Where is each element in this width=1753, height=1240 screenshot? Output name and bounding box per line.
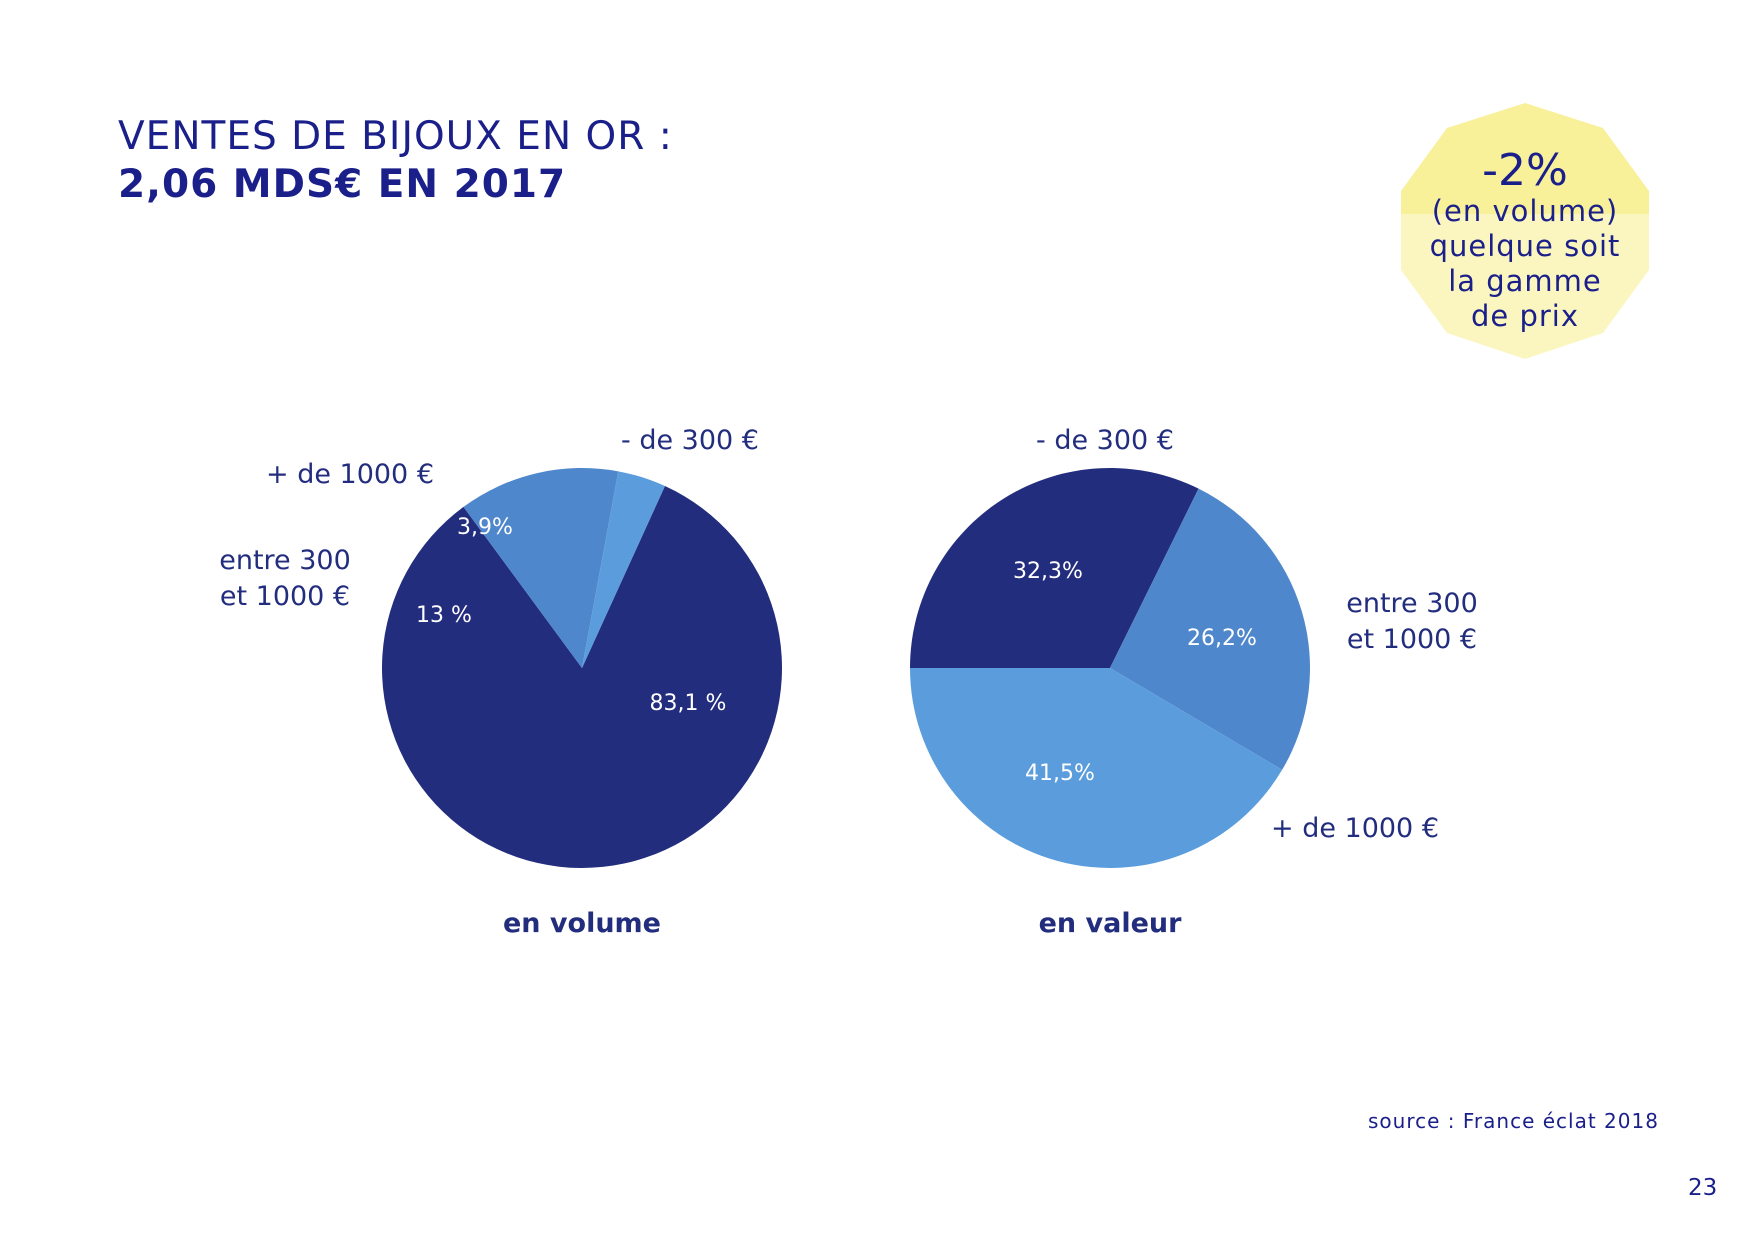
slice-category-label: entre 300 et 1000 €	[219, 545, 351, 612]
slice-category-label: - de 300 €	[621, 425, 759, 456]
slice-value-label: 41,5%	[1025, 761, 1095, 786]
slice-category-label: + de 1000 €	[266, 459, 434, 490]
slice-value-label: 26,2%	[1187, 626, 1257, 651]
chart-title: en valeur	[1039, 908, 1183, 939]
page-title: VENTES DE BIJOUX EN OR :	[118, 114, 673, 159]
chart-title: en volume	[503, 908, 661, 939]
slice-value-label: 32,3%	[1013, 559, 1083, 584]
page-number: 23	[1688, 1175, 1718, 1201]
badge-value: -2%	[1482, 145, 1568, 196]
badge-line-1: (en volume)	[1431, 194, 1619, 228]
badge-line-2: quelque soit	[1429, 229, 1621, 263]
source-note: source : France éclat 2018	[1368, 1109, 1659, 1133]
slice-category-label: - de 300 €	[1036, 425, 1174, 456]
badge-shape	[1401, 103, 1649, 359]
pie-chart-2: 32,3% 26,2% 41,5% - de 300 € entre 300 et 100…	[909, 425, 1478, 939]
slice-category-label: + de 1000 €	[1271, 813, 1439, 844]
pie-slice	[381, 486, 782, 869]
badge-line-4: de prix	[1470, 299, 1580, 333]
slice-value-label: 3,9%	[457, 515, 513, 540]
pie-slice	[909, 668, 1283, 869]
badge-line-3: la gamme	[1448, 264, 1602, 298]
page-subtitle: 2,06 MDS€ EN 2017	[118, 162, 567, 207]
highlight-badge: -2% (en volume) quelque soit la gamme de…	[1390, 100, 1660, 370]
pie-slice	[1110, 488, 1311, 770]
pie-chart-1: 83,1 % 13 % 3,9% - de 300 € entre 300 et 1000…	[219, 425, 782, 939]
slice-value-label: 13 %	[416, 603, 472, 628]
slice-value-label: 83,1 %	[650, 691, 727, 716]
pie-slice	[582, 471, 665, 668]
pie-slice	[909, 467, 1199, 668]
slice-category-label: entre 300 et 1000 €	[1346, 588, 1478, 655]
pie-slice	[463, 467, 619, 668]
